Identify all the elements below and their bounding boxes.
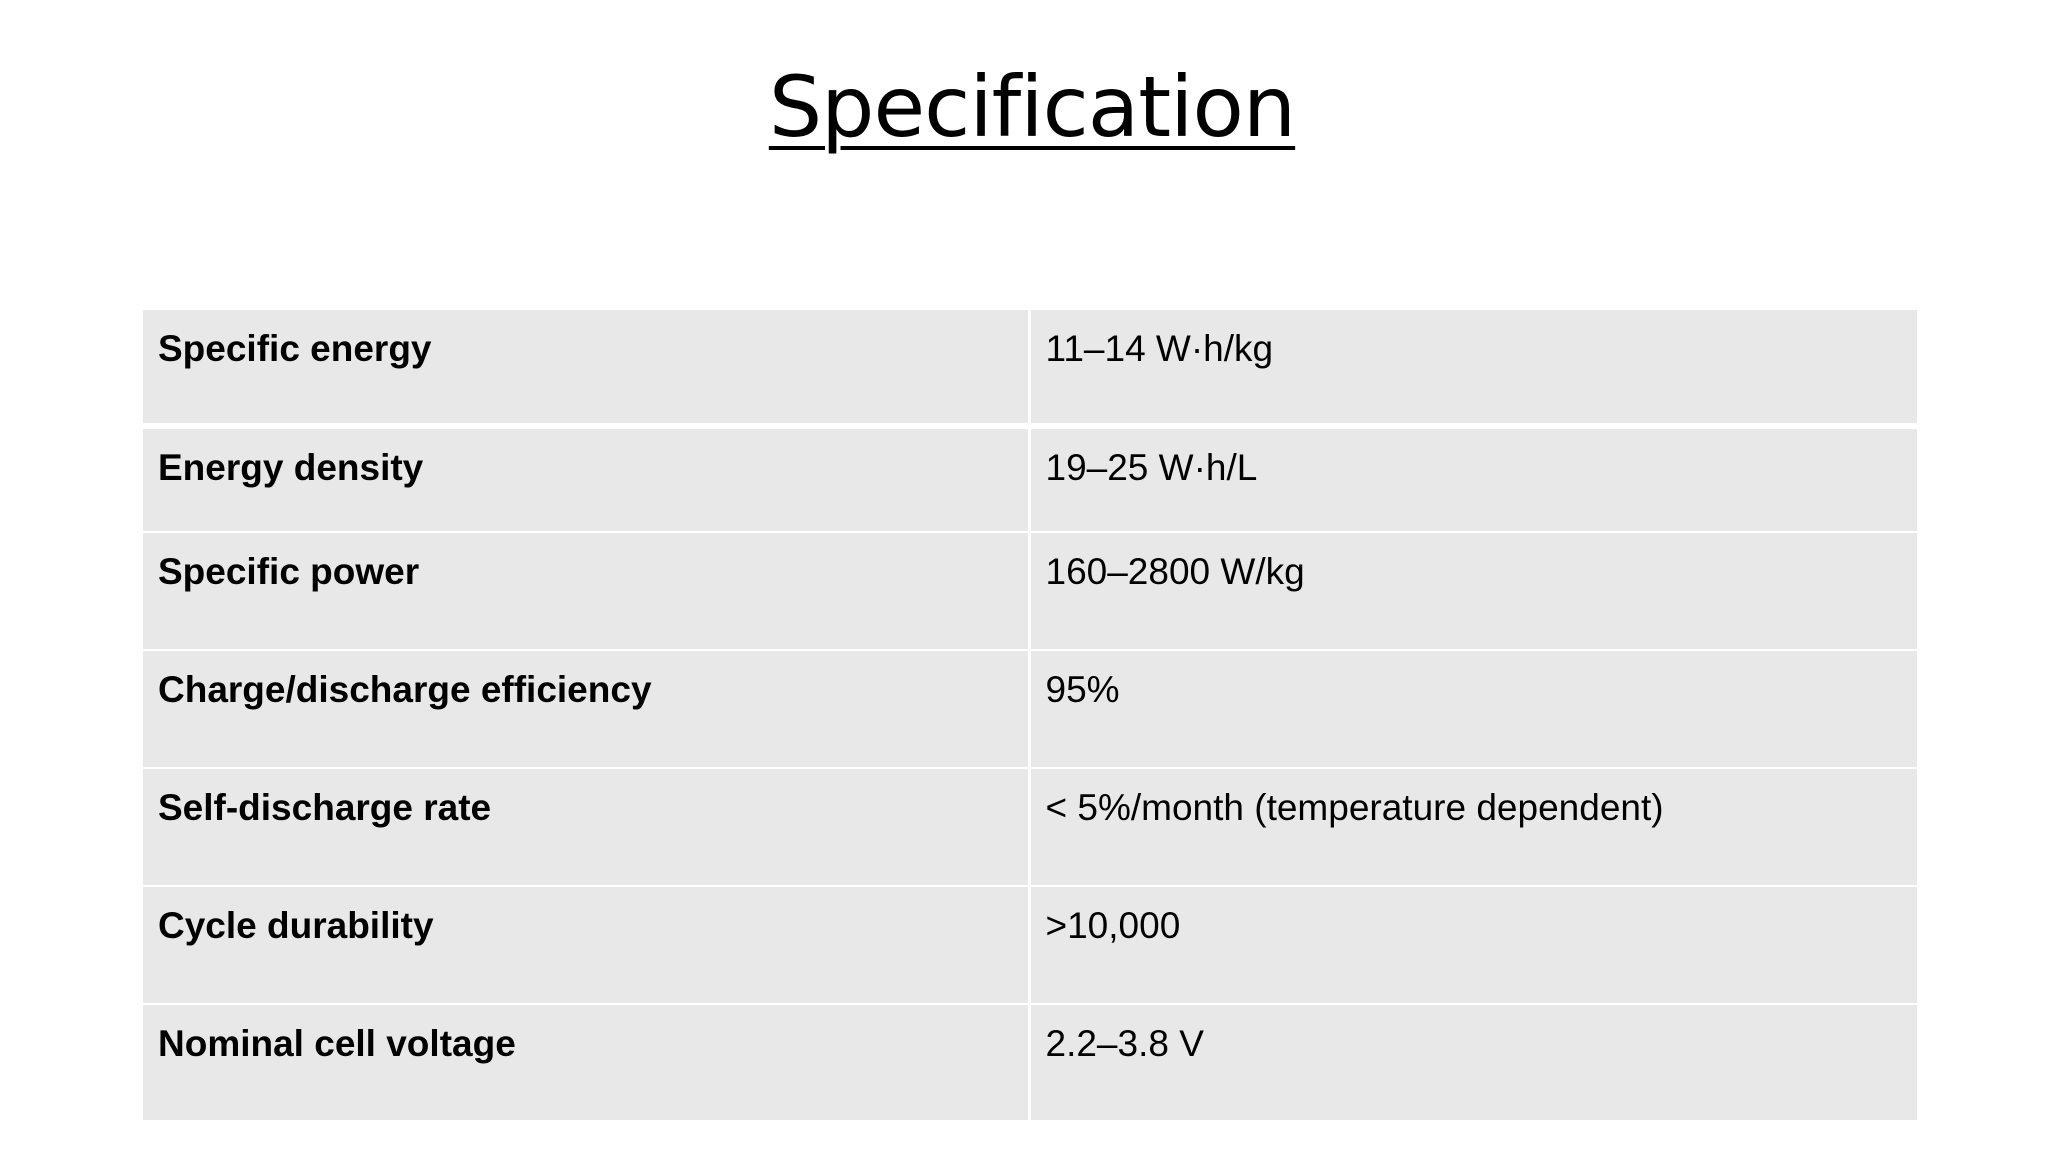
spec-value: 11–14 W·h/kg (1029, 310, 1917, 429)
spec-label: Specific power (143, 532, 1031, 651)
specification-table: Specific energy 11–14 W·h/kg Energy dens… (143, 310, 1917, 1120)
spec-label: Nominal cell voltage (143, 1004, 1031, 1120)
table-row: Specific power 160–2800 W/kg (143, 532, 1917, 651)
slide-title: Specification (0, 52, 2048, 162)
table-row: Self-discharge rate < 5%/month (temperat… (143, 768, 1917, 887)
spec-label: Energy density (143, 426, 1031, 533)
spec-label: Cycle durability (143, 886, 1031, 1005)
spec-label: Specific energy (143, 310, 1031, 429)
spec-label: Self-discharge rate (143, 768, 1031, 887)
slide-title-text: Specification (768, 58, 1296, 156)
table-row: Cycle durability >10,000 (143, 886, 1917, 1005)
spec-label: Charge/discharge efficiency (143, 650, 1031, 769)
table-row: Energy density 19–25 W·h/L (143, 426, 1917, 533)
spec-value: 160–2800 W/kg (1029, 532, 1917, 651)
table-row: Specific energy 11–14 W·h/kg (143, 310, 1917, 429)
table-row: Nominal cell voltage 2.2–3.8 V (143, 1004, 1917, 1120)
spec-value: 95% (1029, 650, 1917, 769)
spec-value: 19–25 W·h/L (1029, 426, 1917, 533)
table-row: Charge/discharge efficiency 95% (143, 650, 1917, 769)
spec-value: 2.2–3.8 V (1029, 1004, 1917, 1120)
spec-value: < 5%/month (temperature dependent) (1029, 768, 1917, 887)
spec-value: >10,000 (1029, 886, 1917, 1005)
